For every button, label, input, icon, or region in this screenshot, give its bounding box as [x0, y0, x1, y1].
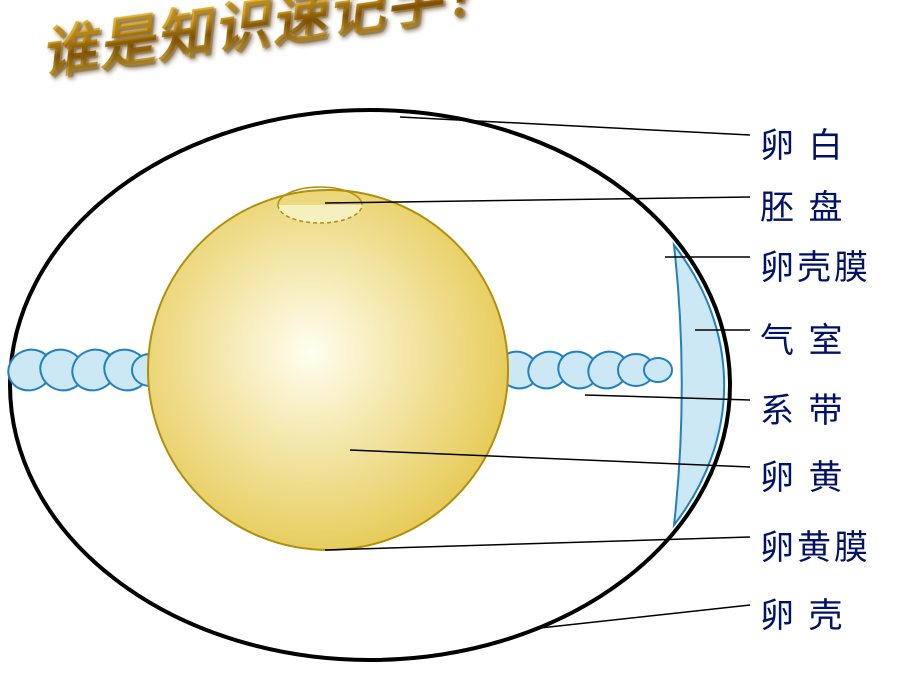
label-yolk: 卵 黄 — [760, 450, 846, 499]
yolk-shape — [148, 190, 508, 550]
label-germinal-disc: 胚 盘 — [760, 180, 846, 229]
label-shell-membrane: 卵壳膜 — [760, 240, 871, 289]
label-albumen: 卵 白 — [760, 118, 846, 167]
label-chalaza: 系 带 — [760, 383, 846, 432]
label-shell: 卵 壳 — [760, 588, 846, 637]
label-air-cell: 气 室 — [760, 313, 846, 362]
air-cell-shape — [674, 245, 724, 525]
label-vitelline-membrane: 卵黄膜 — [760, 520, 871, 569]
